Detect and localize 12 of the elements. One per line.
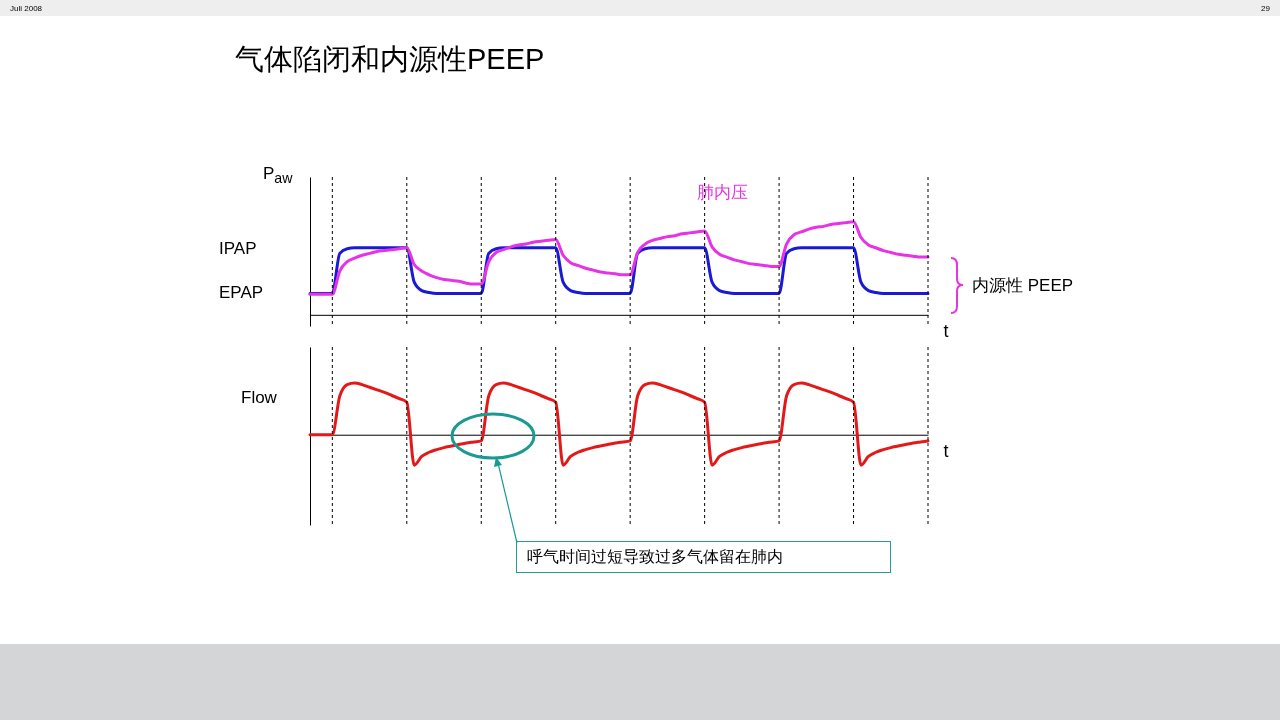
series-label: 肺内压: [697, 182, 748, 204]
y-axis-title: P$_{aw}$: [263, 164, 293, 187]
y-axis-title: Flow: [241, 388, 277, 408]
x-axis-title: t: [943, 321, 949, 342]
text: Juli 2008: [10, 4, 43, 13]
text: EPAP: [219, 283, 264, 303]
text: 内源性 PEEP: [972, 275, 1074, 297]
text: 呼气时间过短导致过多气体留在肺内: [516, 541, 891, 573]
x-axis-title: t: [943, 441, 949, 462]
text: IPAP: [219, 239, 257, 259]
chart-title: 气体陷闭和内源性PEEP: [235, 42, 545, 77]
text: 29: [1261, 4, 1270, 13]
